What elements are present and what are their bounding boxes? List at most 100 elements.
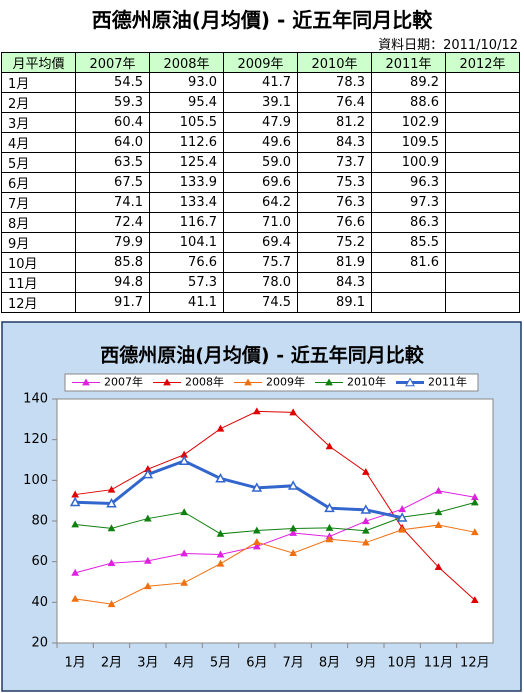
point-marker: [434, 508, 443, 516]
value-cell: 76.4: [297, 92, 372, 113]
legend-label: 2009年: [266, 375, 305, 389]
legend-marker: [325, 378, 333, 386]
legend-marker: [405, 377, 415, 387]
value-cell: 89.1: [297, 292, 372, 313]
point-marker: [324, 502, 335, 513]
point-marker: [180, 508, 189, 516]
y-tick-label: 120: [23, 432, 48, 447]
y-tick-label: 20: [31, 636, 48, 651]
point-marker: [470, 528, 479, 536]
point-marker: [143, 582, 152, 590]
point-marker: [142, 468, 154, 479]
value-cell: 59.3: [75, 92, 150, 113]
point-marker: [252, 542, 261, 550]
x-tick-label: 1月: [65, 656, 86, 671]
x-tick-label: 10月: [387, 656, 417, 671]
value-cell: 91.7: [75, 292, 150, 313]
point-marker: [289, 528, 298, 536]
y-tick-label: 40: [31, 595, 48, 610]
series-line: [75, 490, 475, 574]
point-marker: [216, 559, 225, 567]
table-row: 7月 74.1 133.4 64.2 76.3 97.3: [1, 192, 520, 213]
y-tick-label: 140: [23, 392, 48, 407]
y-tick-label: 100: [23, 473, 48, 488]
value-cell: 72.4: [75, 212, 150, 233]
point-marker: [434, 486, 443, 494]
table-row: 9月 79.9 104.1 69.4 75.2 85.5: [1, 232, 520, 253]
header-cell: 2010年: [297, 52, 372, 73]
legend-label: 2008年: [185, 375, 224, 389]
table-row: 10月 85.8 76.6 75.7 81.9 81.6: [1, 252, 520, 273]
legend-label: 2007年: [104, 375, 143, 389]
plot-area: [56, 398, 494, 644]
value-cell: 60.4: [75, 112, 150, 133]
header-cell: 2012年: [445, 52, 520, 73]
point-marker: [106, 497, 117, 508]
point-marker: [398, 525, 407, 533]
value-cell: 112.6: [149, 132, 224, 153]
value-cell: 116.7: [149, 212, 224, 233]
month-cell: 12月: [1, 292, 76, 313]
value-cell: [445, 292, 520, 313]
point-marker: [470, 498, 479, 506]
x-tick-label: 11月: [424, 656, 454, 671]
x-tick-label: 2月: [101, 656, 122, 671]
value-cell: 81.2: [297, 112, 372, 133]
point-marker: [178, 455, 190, 465]
month-cell: 10月: [1, 252, 76, 273]
point-marker: [289, 524, 298, 532]
header-cell: 2008年: [149, 52, 224, 73]
value-cell: 102.9: [371, 112, 446, 133]
legend-marker: [163, 378, 171, 386]
point-marker: [107, 485, 116, 493]
point-marker: [289, 408, 298, 416]
x-tick-label: 4月: [174, 656, 195, 671]
point-marker: [107, 600, 116, 608]
point-marker: [216, 424, 225, 432]
point-marker: [325, 523, 334, 531]
x-tick-label: 9月: [355, 656, 376, 671]
table-row: 1月 54.5 93.0 41.7 78.3 89.2: [1, 72, 520, 93]
point-marker: [180, 549, 189, 557]
legend: [64, 373, 479, 392]
point-marker: [470, 596, 479, 603]
y-tick-label: 60: [31, 554, 48, 569]
point-marker: [252, 526, 261, 534]
value-cell: 54.5: [75, 72, 150, 93]
legend-label: 2011年: [428, 375, 467, 389]
month-cell: 4月: [1, 132, 76, 153]
x-tick-label: 5月: [210, 656, 231, 671]
chart-title: 西德州原油(月均價) - 近五年同月比較: [100, 344, 424, 367]
point-marker: [434, 521, 443, 528]
point-marker: [215, 472, 226, 483]
x-tick-label: 7月: [283, 656, 304, 671]
x-tick-label: 8月: [319, 656, 340, 671]
month-cell: 8月: [1, 212, 76, 233]
x-tick-label: 6月: [246, 656, 267, 671]
value-cell: 85.5: [371, 232, 446, 253]
value-cell: 76.6: [297, 212, 372, 233]
point-marker: [69, 496, 81, 507]
point-marker: [143, 514, 152, 522]
point-marker: [71, 520, 80, 528]
x-tick-label: 12月: [460, 656, 490, 671]
series-line: [75, 524, 475, 605]
point-marker: [216, 529, 225, 537]
legend-marker: [82, 378, 90, 386]
point-marker: [107, 524, 116, 532]
point-marker: [361, 467, 370, 475]
point-marker: [361, 517, 370, 525]
point-marker: [107, 559, 116, 566]
legend-label: 2010年: [347, 375, 386, 389]
point-marker: [361, 526, 370, 534]
point-marker: [287, 480, 299, 490]
table-row: 5月 63.5 125.4 59.0 73.7 100.9: [1, 152, 520, 173]
point-marker: [71, 594, 80, 602]
point-marker: [143, 556, 152, 564]
series-line: [75, 410, 476, 601]
value-cell: 69.6: [223, 172, 298, 193]
point-marker: [251, 482, 263, 492]
value-cell: 95.4: [149, 92, 224, 113]
series-line: [75, 502, 475, 535]
